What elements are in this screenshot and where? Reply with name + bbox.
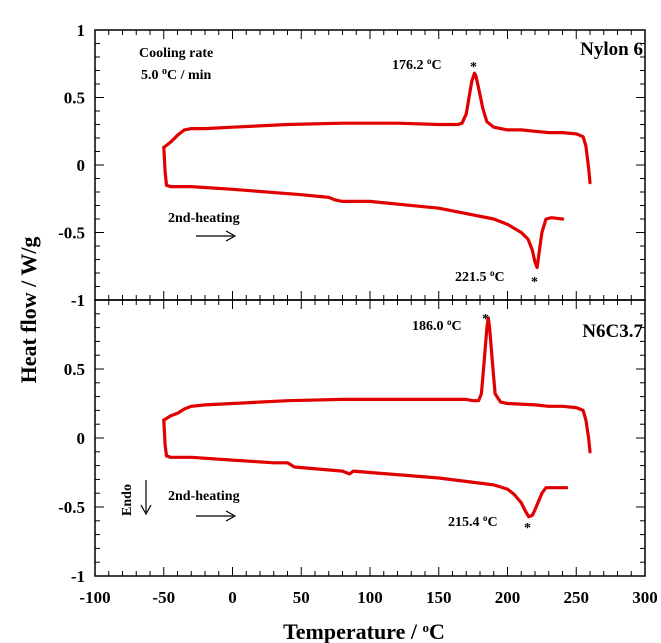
y-tick-label: 1 (77, 21, 86, 40)
series-cooling-1 (162, 71, 592, 185)
bottom-peak-heating-marker: * (524, 521, 531, 536)
top-peak-cooling-label: 176.2 oC (392, 56, 442, 73)
x-tick-label: 50 (293, 588, 310, 607)
series-2nd-heating-2 (162, 418, 569, 519)
y-tick-label: 0 (77, 429, 86, 448)
bottom-panel-sample-label: N6C3.7 (582, 321, 643, 342)
x-tick-label: 150 (426, 588, 452, 607)
y-tick-label: 0 (77, 156, 86, 175)
top-heating-arrow (196, 230, 237, 242)
y-tick-label: -0.5 (58, 498, 85, 517)
y-axis-title: Heat flow / W/g (16, 237, 41, 384)
top-peak-heating-label: 221.5 oC (455, 268, 505, 285)
top-peak-cooling-marker: * (470, 60, 477, 75)
cooling-rate-label: Cooling rate (139, 46, 213, 61)
x-tick-label: 0 (228, 588, 237, 607)
bottom-heating-arrow (196, 510, 237, 522)
y-tick-label: 0.5 (64, 360, 85, 379)
x-tick-label: -50 (152, 588, 175, 607)
bottom-peak-cooling-label: 186.0 oC (412, 317, 462, 334)
top-panel-sample-label: Nylon 6 (580, 39, 643, 60)
endo-label: Endo (120, 484, 135, 516)
endo-arrow (140, 480, 152, 516)
x-axis-title: Temperature / oC (283, 619, 445, 643)
series-2nd-heating-1 (162, 145, 565, 270)
x-tick-label: 300 (632, 588, 658, 607)
bottom-peak-heating-label: 215.4 oC (448, 513, 498, 530)
panel-frame-2 (94, 299, 646, 577)
y-tick-label: -1 (71, 291, 85, 310)
top-peak-heating-marker: * (531, 275, 538, 290)
y-tick-label: 0.5 (64, 89, 85, 108)
y-tick-label: -1 (71, 567, 85, 586)
bottom-heating-label: 2nd-heating (168, 489, 240, 504)
series-cooling-2 (162, 316, 592, 454)
bottom-peak-cooling-marker: * (482, 312, 489, 327)
x-axis-title-degree: o (422, 620, 429, 635)
y-tick-label: -0.5 (58, 224, 85, 243)
x-tick-label: 250 (564, 588, 590, 607)
top-heating-label: 2nd-heating (168, 211, 240, 226)
x-tick-label: -100 (79, 588, 110, 607)
x-tick-label: 200 (495, 588, 521, 607)
x-tick-label: 100 (357, 588, 383, 607)
cooling-rate-value: 5.0 oC / min (141, 66, 212, 84)
